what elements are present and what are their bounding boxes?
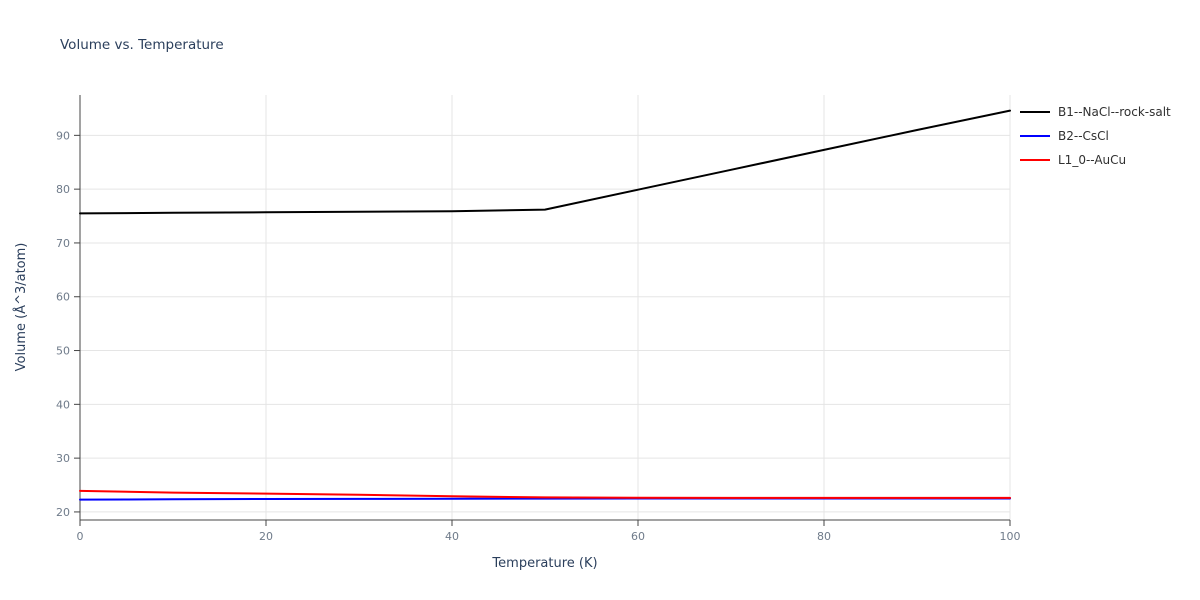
axis-layer: 0 20 40 60 80 100 20 30 40 50 60 70 80 90 xyxy=(56,95,1021,543)
series-layer xyxy=(79,109,1011,501)
chart-title: Volume vs. Temperature xyxy=(60,37,224,53)
legend-item: L1_0--AuCu xyxy=(1020,151,1171,168)
x-tick-label: 0 xyxy=(77,530,84,543)
series-line-L1_0--AuCu xyxy=(79,489,1011,499)
legend-swatch xyxy=(1020,158,1050,161)
x-tick-label: 100 xyxy=(1000,530,1021,543)
legend-label: L1_0--AuCu xyxy=(1058,152,1127,167)
x-tick-label: 60 xyxy=(631,530,645,543)
legend-item: B2--CsCl xyxy=(1020,127,1171,144)
y-tick-label: 70 xyxy=(56,237,70,250)
legend-swatch xyxy=(1020,110,1050,113)
legend-label: B2--CsCl xyxy=(1058,128,1109,143)
y-tick-label: 30 xyxy=(56,452,70,465)
x-tick-label: 80 xyxy=(817,530,831,543)
y-tick-label: 20 xyxy=(56,506,70,519)
y-tick-label: 90 xyxy=(56,129,70,142)
y-tick-label: 50 xyxy=(56,345,70,358)
x-tick-label: 20 xyxy=(259,530,273,543)
x-tick-label: 40 xyxy=(445,530,459,543)
legend: B1--NaCl--rock-salt B2--CsCl L1_0--AuCu xyxy=(1020,103,1171,168)
legend-label: B1--NaCl--rock-salt xyxy=(1058,104,1171,119)
y-tick-label: 80 xyxy=(56,183,70,196)
y-tick-label: 60 xyxy=(56,291,70,304)
series-line-B1--NaCl--rock-salt xyxy=(79,109,1011,215)
y-tick-label: 40 xyxy=(56,398,70,411)
x-axis-label: Temperature (K) xyxy=(491,556,597,571)
legend-swatch xyxy=(1020,134,1050,137)
grid-layer xyxy=(79,95,1011,520)
legend-item: B1--NaCl--rock-salt xyxy=(1020,103,1171,120)
y-axis-label: Volume (Å^3/atom) xyxy=(13,243,29,372)
